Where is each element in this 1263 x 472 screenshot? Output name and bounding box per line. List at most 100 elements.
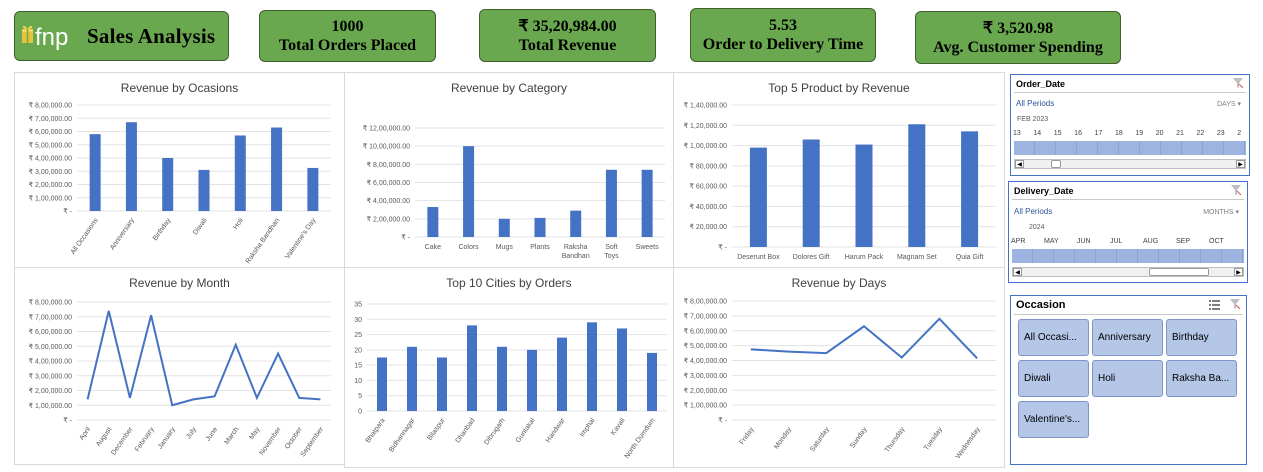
y-tick-label: ₹ 1,00,000.00 [29,402,72,410]
timeline-scrollbar[interactable]: ◀ ▶ [1012,267,1244,277]
timeline-tick[interactable]: AUG [1143,238,1159,245]
bar[interactable] [802,139,820,247]
timeline-tick[interactable]: 14 [1033,130,1042,137]
timeline-tick[interactable]: 21 [1176,130,1184,137]
chart-revenue-by-days: Revenue by Days ₹ - ₹ 1,00,000.00 ₹ 2,00,00… [673,267,1005,468]
order-date-slicer[interactable]: Order_Date All Periods DAYS ▾ FEB 2023 1… [1010,74,1250,176]
bar[interactable] [749,147,767,247]
bar[interactable] [587,322,597,411]
bar[interactable] [498,218,510,237]
series-line[interactable] [750,317,978,359]
all-periods-label[interactable]: All Periods [1014,207,1053,216]
bar[interactable] [377,357,387,412]
multi-select-icon[interactable] [1209,300,1220,310]
scroll-thumb[interactable] [1051,160,1061,168]
delivery-date-slicer[interactable]: Delivery_Date All Periods MONTHS ▾ 2024 … [1008,181,1248,283]
bar[interactable] [855,144,873,247]
bar[interactable] [534,217,546,237]
occasion-item[interactable]: Anniversary [1092,319,1163,356]
x-tick-label: Raksha Bandhan [245,217,282,265]
time-level-dropdown[interactable]: MONTHS ▾ [1203,208,1239,216]
timeline-tick[interactable]: 20 [1155,130,1164,137]
gift-icon: fnp [22,24,68,51]
occasion-item[interactable]: Valentine's... [1018,401,1089,438]
timeline-tick[interactable]: 23 [1216,130,1225,137]
occasion-slicer[interactable]: Occasion All Occasi... Anniversary Birthda… [1010,295,1247,465]
y-tick-label: ₹ 6,00,000.00 [29,128,72,136]
bar[interactable] [497,346,507,411]
timeline-tick[interactable]: OCT [1209,238,1224,245]
timeline-band[interactable] [1014,141,1246,155]
timeline-band[interactable] [1012,249,1244,263]
kpi-avg-spending: ₹ 3,520.98 Avg. Customer Spending [915,11,1121,64]
time-level-dropdown[interactable]: DAYS ▾ [1217,100,1241,108]
timeline-tick[interactable]: 16 [1074,130,1082,137]
clear-filter-icon[interactable] [1231,185,1241,195]
x-tick-label: Saturday [809,426,831,453]
kpi-value: 1000 [331,18,364,35]
bar[interactable] [407,346,417,411]
chart-svg: Top 5 Product by Revenue ₹ - ₹ 20,000.00 ₹ … [684,81,996,261]
timeline-tick[interactable]: 2 [1237,130,1242,137]
bar[interactable] [271,127,283,211]
chevron-down-icon: ▾ [1235,209,1239,216]
bar[interactable] [647,352,657,411]
timeline-tick[interactable]: JUN [1077,238,1091,245]
scroll-left-icon[interactable]: ◀ [1015,160,1024,168]
timeline-tick[interactable]: APR [1011,238,1026,245]
scroll-thumb[interactable] [1149,268,1209,276]
bar[interactable] [125,122,137,211]
bar[interactable] [307,167,319,211]
y-tick-label: ₹ 12,00,000.00 [363,125,410,133]
timeline-tick[interactable]: 13 [1013,130,1021,137]
occasion-item[interactable]: Diwali [1018,360,1089,397]
bar[interactable] [162,158,174,211]
bar[interactable] [961,131,979,247]
fnp-logo: fnp [19,16,83,56]
series-line[interactable] [86,310,321,407]
clear-filter-icon[interactable] [1230,299,1240,309]
bar[interactable] [467,325,477,411]
occasion-item[interactable]: Birthday [1166,319,1237,356]
timeline-tick[interactable]: 15 [1053,130,1062,137]
bar[interactable] [908,124,926,247]
bar[interactable] [89,134,101,211]
scroll-left-icon[interactable]: ◀ [1013,268,1022,276]
bar[interactable] [198,169,210,211]
timeline-tick[interactable]: JUL [1110,238,1123,245]
bar[interactable] [427,207,439,237]
y-tick-label: ₹ 1,40,000.00 [684,102,727,110]
scroll-right-icon[interactable]: ▶ [1236,160,1245,168]
timeline-tick[interactable]: SEP [1176,238,1191,245]
bar[interactable] [617,328,627,411]
bar[interactable] [463,146,475,237]
timeline-tick[interactable]: 18 [1114,130,1123,137]
timeline-tick[interactable]: 19 [1135,130,1144,137]
occasion-item[interactable]: All Occasi... [1018,319,1089,356]
occasion-item[interactable]: Raksha Ba... [1166,360,1237,397]
y-tick-label: ₹ 8,00,000.00 [367,161,410,169]
bar[interactable] [641,169,653,237]
occasion-item[interactable]: Holi [1092,360,1163,397]
bar[interactable] [527,349,537,411]
bar[interactable] [570,210,582,237]
x-tick-label: January [157,426,177,451]
x-tick-label: Cake [425,244,441,251]
chart-revenue-by-occasions: Revenue by Ocasions ₹ - ₹ 1,00,000.00 ₹ 2,0… [14,72,345,268]
bar[interactable] [234,135,246,211]
timeline-tick[interactable]: 17 [1094,130,1103,137]
timeline-scrollbar[interactable]: ◀ ▶ [1014,159,1246,169]
clear-filter-icon[interactable] [1233,78,1243,88]
bar[interactable] [437,357,447,412]
chart-revenue-by-month: Revenue by Month ₹ - ₹ 1,00,000.00 ₹ 2,00,0… [14,267,345,465]
timeline-tick[interactable]: 22 [1196,130,1205,137]
x-tick-label: Haridwar [545,417,567,445]
bar[interactable] [557,337,567,411]
y-tick-label: 25 [354,332,362,339]
chart-title: Top 10 Cities by Orders [446,276,571,290]
all-periods-label[interactable]: All Periods [1016,99,1055,108]
x-tick-label: Mugs [496,244,514,251]
timeline-tick[interactable]: MAY [1044,238,1059,245]
bar[interactable] [605,169,617,237]
scroll-right-icon[interactable]: ▶ [1234,268,1243,276]
